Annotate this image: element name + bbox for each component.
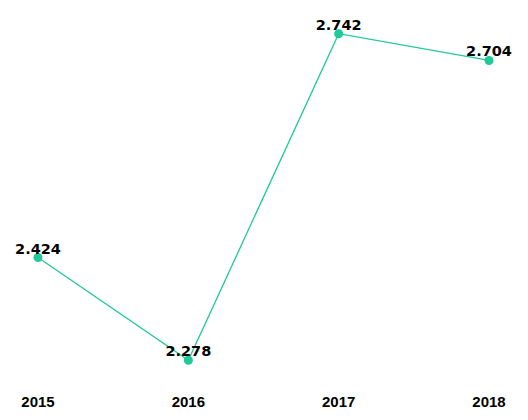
chart-container: 2.424 2.278 2.742 2.704 2015 2016 2017 2018	[0, 0, 528, 420]
x-tick-label: 2017	[322, 393, 355, 410]
plot-area	[34, 29, 494, 365]
x-tick-label: 2016	[172, 393, 205, 410]
data-label: 2.424	[15, 241, 61, 257]
x-tick-label: 2015	[21, 393, 54, 410]
x-tick-label: 2018	[472, 393, 505, 410]
data-label: 2.278	[165, 343, 211, 359]
data-label: 2.704	[466, 43, 512, 59]
line	[38, 34, 489, 361]
chart-svg: 2.424 2.278 2.742 2.704 2015 2016 2017 2018	[0, 0, 528, 420]
data-label: 2.742	[316, 17, 362, 33]
